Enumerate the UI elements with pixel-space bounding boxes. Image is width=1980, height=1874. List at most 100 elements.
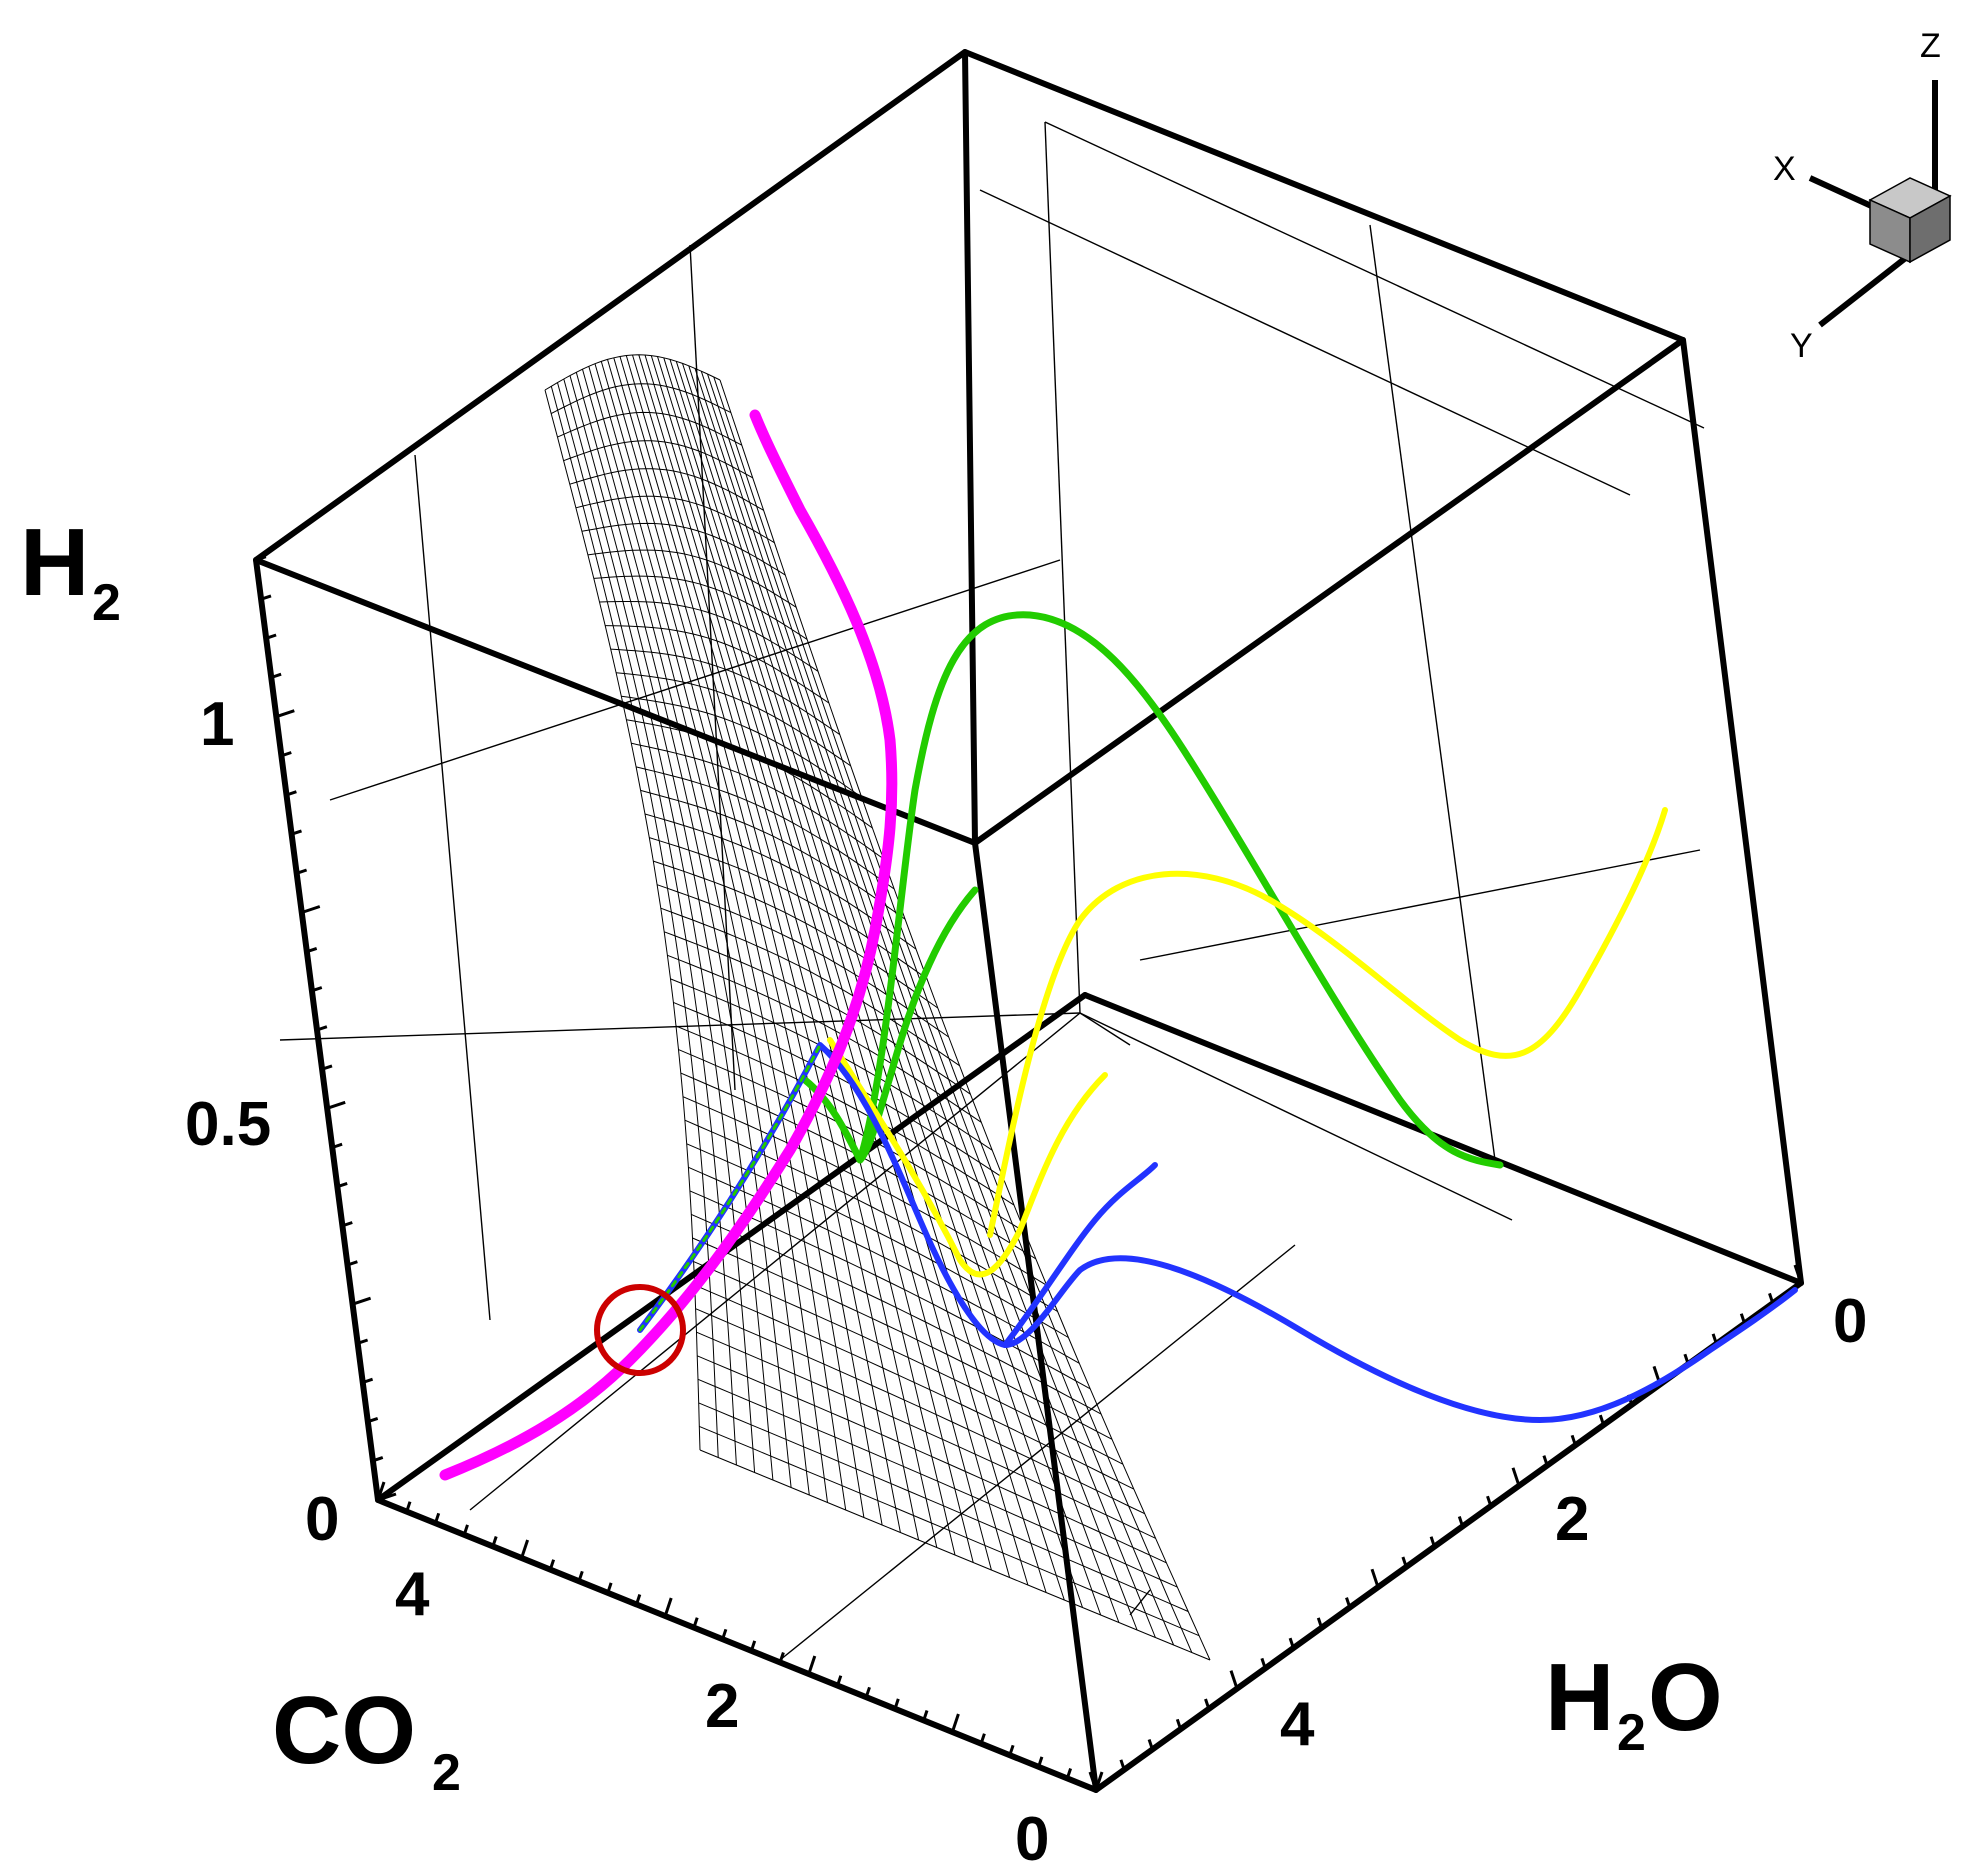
tick-mark <box>1037 1756 1044 1768</box>
orientation-triad: Z X Y <box>1773 27 1952 365</box>
surface-mesh-line <box>599 601 819 672</box>
surface-mesh-line <box>678 1049 1026 1233</box>
tick-mark <box>520 1539 530 1559</box>
tick-mark <box>341 1221 353 1228</box>
tick-mark <box>1598 1414 1606 1426</box>
z-tick-label: 0 <box>305 1485 339 1554</box>
data-series <box>439 409 1798 1481</box>
tick-mark <box>1065 1768 1073 1779</box>
tick-mark <box>275 709 295 719</box>
tick-mark <box>296 868 308 875</box>
tick-mark <box>265 633 277 640</box>
surface-mesh-line <box>569 468 764 511</box>
tick-mark <box>577 1570 584 1582</box>
surface-mesh-line <box>607 359 883 1526</box>
tick-mark <box>1094 1771 1104 1791</box>
y-tick-label: 0 <box>1833 1287 1867 1356</box>
tick-mark <box>260 594 272 601</box>
surface-mesh-line <box>593 575 808 640</box>
tick-mark <box>1739 1313 1747 1325</box>
surface-mesh-line <box>635 766 895 890</box>
y-axis-title-end: O <box>1648 1644 1723 1751</box>
surface-mesh-line <box>695 1308 1145 1515</box>
tick-mark <box>1457 1516 1465 1527</box>
x-tick-label: 0 <box>1015 1805 1049 1874</box>
surface-mesh-line <box>689 1190 1091 1390</box>
tick-mark <box>1401 1556 1408 1568</box>
surface-mesh-line <box>664 931 971 1095</box>
tick-mark <box>321 1064 333 1071</box>
surface-mesh-line <box>563 440 753 479</box>
surface-mesh-line <box>640 789 906 920</box>
surface-mesh-line <box>650 355 1011 1578</box>
series-dotted-curve <box>638 1043 822 1332</box>
tick-mark <box>357 1338 369 1345</box>
surface-mesh-line <box>644 813 917 950</box>
tick-mark <box>491 1536 498 1547</box>
surface-mesh-line <box>688 365 1120 1623</box>
tick-mark <box>336 1181 348 1189</box>
tick-mark <box>1345 1597 1352 1608</box>
tick-mark <box>1793 1264 1803 1284</box>
surface-mesh-line <box>675 1025 1015 1206</box>
surface-mesh-line <box>632 354 956 1556</box>
tick-mark <box>362 1377 374 1384</box>
tick-mark <box>377 1492 397 1502</box>
surface-mesh-line <box>544 354 721 391</box>
surface-mesh-line <box>638 354 974 1563</box>
tick-mark <box>778 1652 785 1663</box>
tick-mark <box>286 790 297 797</box>
surface-mesh-line <box>698 1402 1189 1612</box>
surface-mesh-line <box>557 382 737 1466</box>
triad-cube-icon <box>1868 177 1952 264</box>
tick-mark <box>950 1713 960 1733</box>
surface-mesh-line <box>692 1237 1113 1440</box>
tick-mark <box>1316 1617 1324 1629</box>
tick-mark <box>1768 1292 1775 1304</box>
tick-mark <box>326 1100 346 1110</box>
tick-mark <box>893 1698 900 1710</box>
surface-mesh-line <box>594 363 847 1511</box>
surface-mesh-line <box>550 386 719 1458</box>
tick-mark <box>291 829 302 836</box>
tick-mark <box>1229 1670 1239 1690</box>
surface-mesh-line <box>600 361 865 1518</box>
tick-mark <box>1260 1657 1267 1669</box>
surface-mesh-line <box>699 1449 1211 1661</box>
surface-mesh-line <box>613 357 901 1533</box>
tick-mark <box>1711 1333 1718 1345</box>
surface-mesh-line <box>713 376 1193 1653</box>
axis-titles: H 2 CO 2 H 2 O <box>20 509 1723 1802</box>
surface-mesh-line <box>688 1166 1080 1364</box>
triad-x-label: X <box>1773 150 1796 188</box>
tick-mark <box>979 1733 986 1745</box>
tick-mark <box>376 1481 386 1501</box>
tick-mark <box>316 1025 328 1032</box>
tick-mark <box>692 1617 699 1629</box>
surface-mesh-line <box>644 354 992 1571</box>
grid-lines <box>279 121 1705 1661</box>
triad-z-label: Z <box>1920 27 1941 65</box>
tick-mark <box>347 1260 358 1267</box>
y-axis-title: H <box>1545 1644 1614 1751</box>
surface-mesh-line <box>587 549 797 608</box>
tick-mark <box>1204 1698 1211 1710</box>
z-tick-label: 0.5 <box>185 1090 271 1159</box>
surface-mesh-line <box>694 1284 1135 1490</box>
surface-mesh-line <box>621 695 862 798</box>
tick-mark <box>306 946 318 954</box>
axis-ticks <box>255 555 1803 1791</box>
surface-mesh-line <box>694 368 1138 1631</box>
surface-mesh-line <box>631 742 884 860</box>
surface-mesh-line <box>691 1213 1102 1415</box>
surface-mesh-line <box>697 1378 1178 1588</box>
x-tick-label: 2 <box>705 1672 739 1741</box>
surface-mesh-line <box>582 369 810 1496</box>
tick-mark <box>255 555 267 562</box>
tick-mark <box>1008 1744 1015 1756</box>
surface-mesh-line <box>673 1001 1004 1179</box>
tick-mark <box>1486 1495 1493 1507</box>
series-blue-curve <box>637 1042 1798 1423</box>
x-tick-label: 4 <box>395 1560 430 1629</box>
surface-mesh-line <box>697 1355 1167 1564</box>
